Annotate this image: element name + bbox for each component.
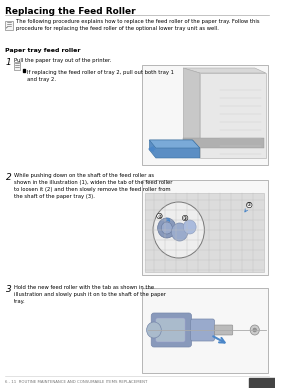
FancyBboxPatch shape [190, 319, 214, 341]
Text: Pull the paper tray out of the printer.: Pull the paper tray out of the printer. [14, 58, 111, 63]
Text: 2: 2 [5, 173, 11, 182]
Text: 1: 1 [5, 58, 11, 67]
Polygon shape [149, 140, 200, 148]
Bar [183, 138, 264, 148]
Text: Paper tray feed roller: Paper tray feed roller [5, 48, 81, 53]
Text: ②: ② [157, 213, 162, 218]
Circle shape [161, 222, 172, 234]
Text: The following procedure explains how to replace the feed roller of the paper tra: The following procedure explains how to … [16, 19, 260, 31]
Circle shape [153, 202, 204, 258]
Polygon shape [145, 193, 264, 272]
Bar [142, 288, 268, 373]
Text: While pushing down on the shaft of the feed roller as
shown in the illustration : While pushing down on the shaft of the f… [14, 173, 172, 199]
Circle shape [171, 223, 188, 241]
Polygon shape [149, 140, 200, 158]
FancyBboxPatch shape [14, 62, 20, 70]
Bar [23, 69, 25, 71]
Polygon shape [183, 68, 200, 158]
Text: If replacing the feed roller of tray 2, pull out both tray 1
and tray 2.: If replacing the feed roller of tray 2, … [28, 70, 175, 82]
Bar [249, 378, 275, 388]
FancyBboxPatch shape [5, 21, 13, 30]
Circle shape [250, 325, 259, 335]
Text: ①: ① [247, 203, 251, 208]
FancyBboxPatch shape [151, 313, 191, 347]
Polygon shape [200, 73, 266, 158]
Text: Replacing the Feed Roller: Replacing the Feed Roller [5, 7, 136, 16]
FancyBboxPatch shape [214, 325, 233, 335]
Circle shape [147, 322, 161, 338]
Bar [142, 65, 268, 165]
FancyBboxPatch shape [156, 318, 185, 342]
Text: ③: ③ [183, 215, 187, 220]
Text: Hold the new feed roller with the tab as shown in the
illustration and slowly pu: Hold the new feed roller with the tab as… [14, 285, 166, 304]
Bar [142, 180, 268, 275]
Circle shape [183, 220, 196, 234]
Text: 6 - 11  ROUTINE MAINTENANCE AND CONSUMABLE ITEMS REPLACEMENT: 6 - 11 ROUTINE MAINTENANCE AND CONSUMABL… [5, 380, 148, 384]
Text: 3: 3 [5, 285, 11, 294]
Circle shape [253, 328, 256, 332]
Circle shape [158, 218, 176, 238]
Polygon shape [183, 68, 266, 73]
